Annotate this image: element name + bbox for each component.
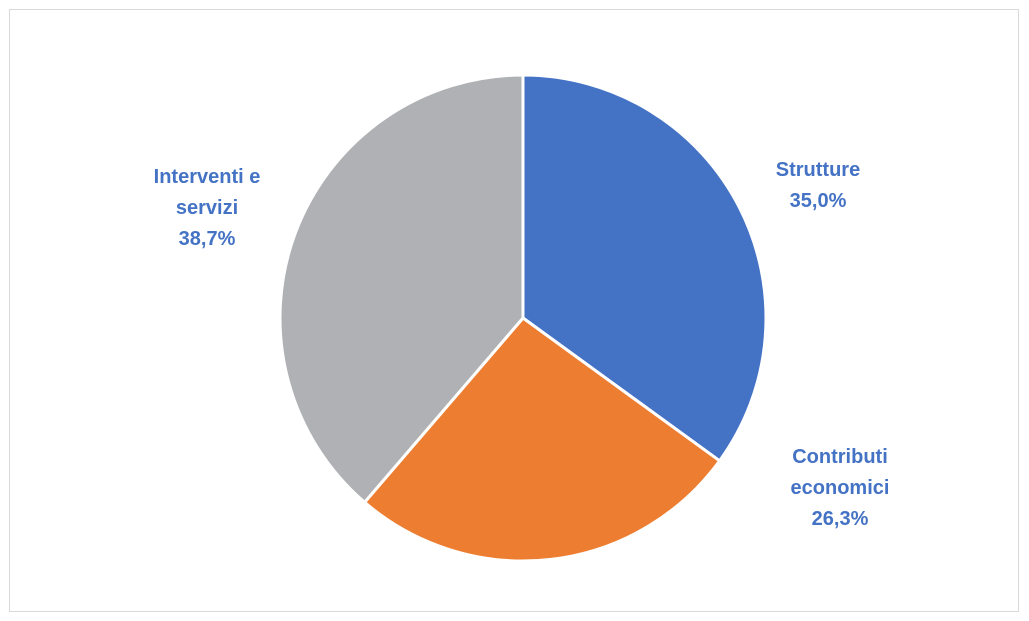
slice-category-label: Interventi e <box>154 166 261 188</box>
pie-slice-2 <box>363 316 722 563</box>
slice-category-label: servizi <box>176 197 238 219</box>
slice-category-label: Contributi <box>792 446 888 468</box>
slice-category-label: economici <box>791 477 890 499</box>
slice-label-3: Interventi e servizi 38,7% <box>154 166 261 250</box>
slice-category-label: Strutture <box>776 159 860 181</box>
slice-value-label: 38,7% <box>179 228 236 250</box>
pie-slice-3 <box>278 73 525 504</box>
pie-slice-1 <box>521 73 768 463</box>
pie-labels: Strutture 35,0% Contributi economici 26,3% In… <box>154 159 890 530</box>
slice-value-label: 35,0% <box>790 190 847 212</box>
slice-value-label: 26,3% <box>812 508 869 530</box>
slice-label-1: Strutture 35,0% <box>776 159 860 212</box>
slice-label-2: Contributi economici 26,3% <box>791 446 890 530</box>
pie-slices <box>278 73 768 563</box>
